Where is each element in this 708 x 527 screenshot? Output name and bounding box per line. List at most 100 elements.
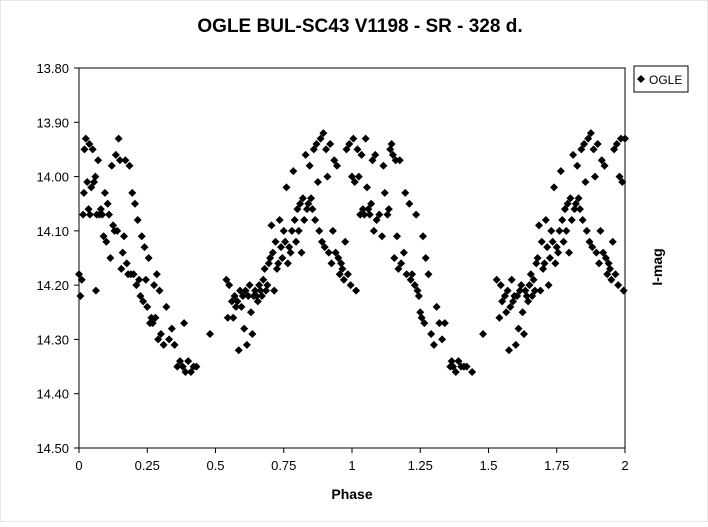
data-point xyxy=(77,275,86,284)
data-point xyxy=(311,216,320,224)
data-point xyxy=(102,237,111,246)
data-point xyxy=(253,297,262,306)
data-point xyxy=(312,140,321,148)
data-point xyxy=(560,205,569,214)
data-point xyxy=(267,221,276,230)
data-point xyxy=(405,199,414,208)
data-point xyxy=(227,297,236,306)
data-point xyxy=(577,145,586,154)
data-point xyxy=(555,226,564,235)
data-point xyxy=(509,297,518,306)
data-point xyxy=(322,145,331,154)
data-point xyxy=(105,210,114,219)
data-point xyxy=(379,161,388,170)
data-point xyxy=(421,254,430,262)
data-point xyxy=(521,286,530,295)
data-point xyxy=(293,205,302,214)
data-point xyxy=(350,178,359,186)
data-point xyxy=(79,210,88,219)
y-tick-label: 14.50 xyxy=(36,441,69,456)
data-point xyxy=(268,248,277,257)
data-point xyxy=(88,145,97,154)
x-tick-label: 0 xyxy=(75,458,82,473)
data-point xyxy=(449,362,458,371)
data-points xyxy=(75,129,629,376)
data-point xyxy=(162,302,171,311)
data-point xyxy=(120,232,129,241)
data-point xyxy=(251,286,260,295)
data-point xyxy=(581,178,590,186)
data-point xyxy=(558,216,567,224)
data-point xyxy=(141,275,150,284)
data-point xyxy=(371,150,380,159)
y-tick-label: 14.30 xyxy=(36,332,69,347)
data-point xyxy=(575,205,584,214)
data-point xyxy=(551,259,560,268)
data-point xyxy=(451,368,460,376)
data-point xyxy=(296,199,305,208)
chart-title: OGLE BUL-SC43 V1198 - SR - 328 d. xyxy=(197,16,522,37)
data-point xyxy=(378,232,387,241)
data-point xyxy=(387,140,396,148)
data-point xyxy=(338,264,347,273)
data-point xyxy=(319,129,328,138)
x-tick-label: 1.25 xyxy=(408,458,433,473)
data-point xyxy=(352,286,361,295)
data-point xyxy=(237,302,246,311)
data-point xyxy=(225,281,234,290)
data-point xyxy=(240,324,249,333)
data-point xyxy=(367,199,376,208)
data-point xyxy=(115,156,124,165)
data-point xyxy=(271,237,280,246)
data-point xyxy=(417,313,426,322)
data-point xyxy=(616,134,625,143)
data-point xyxy=(363,183,372,192)
data-point xyxy=(233,297,242,306)
data-point xyxy=(369,226,378,235)
legend: OGLE xyxy=(633,65,689,93)
data-point xyxy=(372,216,381,224)
data-point xyxy=(514,324,523,333)
data-point xyxy=(554,248,563,257)
data-point xyxy=(309,145,318,154)
data-point xyxy=(100,188,109,197)
data-point xyxy=(402,270,411,279)
data-point xyxy=(605,264,614,273)
data-point xyxy=(570,205,579,214)
data-point xyxy=(567,216,576,224)
data-point xyxy=(610,145,619,154)
data-point xyxy=(522,292,531,300)
y-tick-label: 14.00 xyxy=(36,170,69,185)
data-point xyxy=(244,292,253,300)
data-point xyxy=(440,319,449,328)
data-point xyxy=(245,281,254,290)
data-point xyxy=(503,286,512,295)
data-point xyxy=(412,210,421,219)
data-point xyxy=(526,270,535,279)
data-point xyxy=(324,248,333,257)
data-point xyxy=(580,140,589,148)
legend-label: OGLE xyxy=(649,73,682,87)
data-point xyxy=(151,313,160,322)
data-point xyxy=(113,226,122,235)
data-point xyxy=(83,178,92,186)
data-point xyxy=(241,286,250,295)
data-point xyxy=(429,340,438,349)
data-point xyxy=(543,243,552,252)
data-point xyxy=(343,270,352,279)
x-tick-label: 0.75 xyxy=(271,458,296,473)
data-point xyxy=(496,281,505,290)
data-point xyxy=(462,362,471,371)
data-point xyxy=(184,357,193,366)
data-point xyxy=(550,183,559,192)
data-point xyxy=(114,134,123,143)
data-point xyxy=(256,286,265,295)
y-tick-label: 14.20 xyxy=(36,278,69,293)
data-point xyxy=(279,226,288,235)
data-point xyxy=(259,275,268,284)
data-point xyxy=(118,248,127,257)
y-tick-label: 14.40 xyxy=(36,387,69,402)
data-point xyxy=(529,275,538,284)
data-point xyxy=(125,161,134,170)
